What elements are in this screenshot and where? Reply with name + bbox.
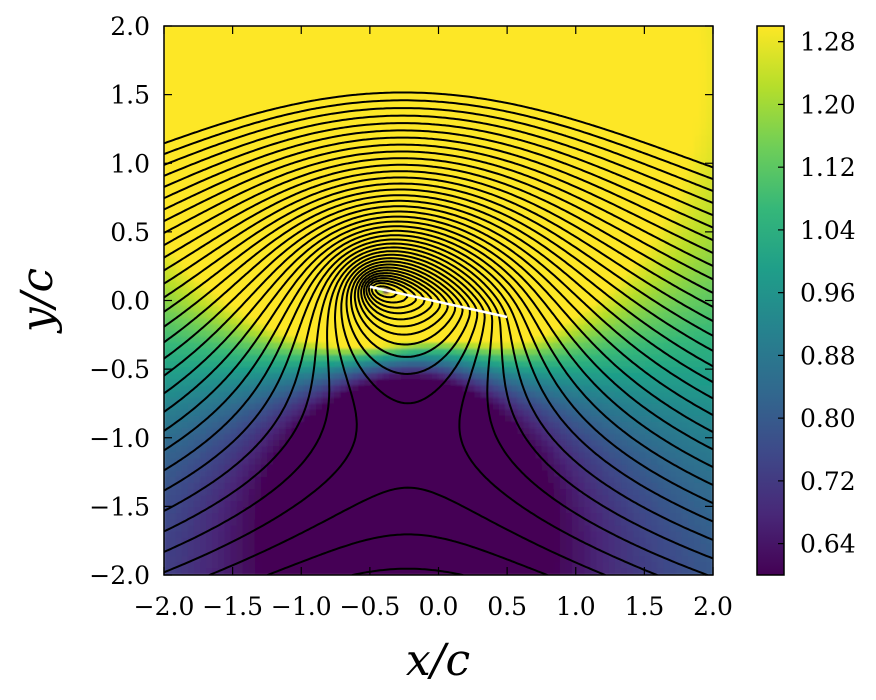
streamline xyxy=(164,122,713,217)
velocity-heatmap xyxy=(164,26,713,575)
colorbar-tick-label: 0.64 xyxy=(800,530,856,559)
streamline xyxy=(164,176,713,323)
colorbar-tick-label: 1.12 xyxy=(800,153,856,182)
streamline xyxy=(164,143,713,254)
x-tick-label: 0.0 xyxy=(419,592,459,621)
streamline xyxy=(164,220,713,451)
x-tick-label: 1.0 xyxy=(556,592,596,621)
colorbar-ticks: 1.28 1.20 1.12 1.04 0.96 0.88 0.80 0.72 0.64 xyxy=(778,28,856,559)
y-tick-label: −2.0 xyxy=(89,561,150,590)
streamline xyxy=(362,274,434,321)
streamline xyxy=(164,205,713,400)
streamline xyxy=(164,199,713,384)
colorbar-tick-label: 0.72 xyxy=(800,467,856,496)
streamline xyxy=(164,234,713,505)
streamline xyxy=(164,129,713,229)
streamline xyxy=(164,250,709,575)
streamline xyxy=(164,157,713,281)
streamline xyxy=(164,99,713,181)
streamline xyxy=(365,277,426,315)
streamline xyxy=(164,182,713,337)
y-tick-label: 1.5 xyxy=(110,81,150,110)
y-tick-label: 2.0 xyxy=(110,12,150,41)
streamline xyxy=(360,272,442,328)
y-axis: 2.0 1.5 1.0 0.5 0.0 −0.5 −1.0 −1.5 −2.0 xyxy=(89,12,713,590)
streamline xyxy=(164,253,659,575)
y-tick-label: −1.0 xyxy=(89,424,150,453)
streamline xyxy=(164,210,713,417)
x-tick-label: −0.5 xyxy=(340,592,401,621)
x-tick-label: 2.0 xyxy=(693,592,733,621)
plot-area xyxy=(163,25,714,576)
colorbar: 1.28 1.20 1.12 1.04 0.96 0.88 0.80 0.72 0.64 xyxy=(756,25,856,576)
streamline xyxy=(164,188,713,352)
x-tick-label: −1.5 xyxy=(202,592,263,621)
streamline xyxy=(164,136,713,242)
streamline xyxy=(350,263,464,575)
streamline xyxy=(164,242,713,541)
x-tick-label: 0.5 xyxy=(487,592,527,621)
streamline xyxy=(164,150,713,267)
streamline xyxy=(357,269,449,336)
streamline xyxy=(353,266,457,346)
streamline xyxy=(266,260,549,575)
streamline xyxy=(164,229,713,486)
colorbar-tick-label: 1.28 xyxy=(800,28,856,57)
streamline xyxy=(164,194,713,368)
streamline xyxy=(164,91,713,169)
colorbar-tick-label: 1.04 xyxy=(800,216,856,245)
x-tick-label: −1.0 xyxy=(271,592,332,621)
streamline xyxy=(367,279,417,309)
streamline xyxy=(164,170,713,308)
streamline xyxy=(208,257,607,575)
x-tick-label: −2.0 xyxy=(134,592,195,621)
streamline xyxy=(164,238,713,523)
streamline xyxy=(164,246,713,560)
colorbar-tick-label: 0.88 xyxy=(800,341,856,370)
y-tick-label: 1.0 xyxy=(110,149,150,178)
y-axis-label: y/c xyxy=(12,268,63,334)
flat-plate xyxy=(369,285,508,319)
colorbar-tick-label: 0.80 xyxy=(800,404,856,433)
x-axis-label: x/c xyxy=(406,635,470,686)
streamline xyxy=(164,114,713,204)
y-tick-label: −0.5 xyxy=(89,355,150,384)
x-axis: −2.0 −1.5 −1.0 −0.5 0.0 0.5 1.0 1.5 2.0 xyxy=(134,26,733,621)
colorbar-tick-label: 0.96 xyxy=(800,279,856,308)
colorbar-tick-label: 1.20 xyxy=(800,90,856,119)
x-tick-label: 1.5 xyxy=(624,592,664,621)
y-tick-label: 0.0 xyxy=(110,287,150,316)
y-tick-label: 0.5 xyxy=(110,218,150,247)
streamline xyxy=(164,163,713,294)
streamlines xyxy=(164,91,713,575)
streamline xyxy=(164,225,713,469)
streamline xyxy=(164,107,713,192)
y-tick-label: −1.5 xyxy=(89,492,150,521)
colorbar-gradient xyxy=(756,25,785,576)
